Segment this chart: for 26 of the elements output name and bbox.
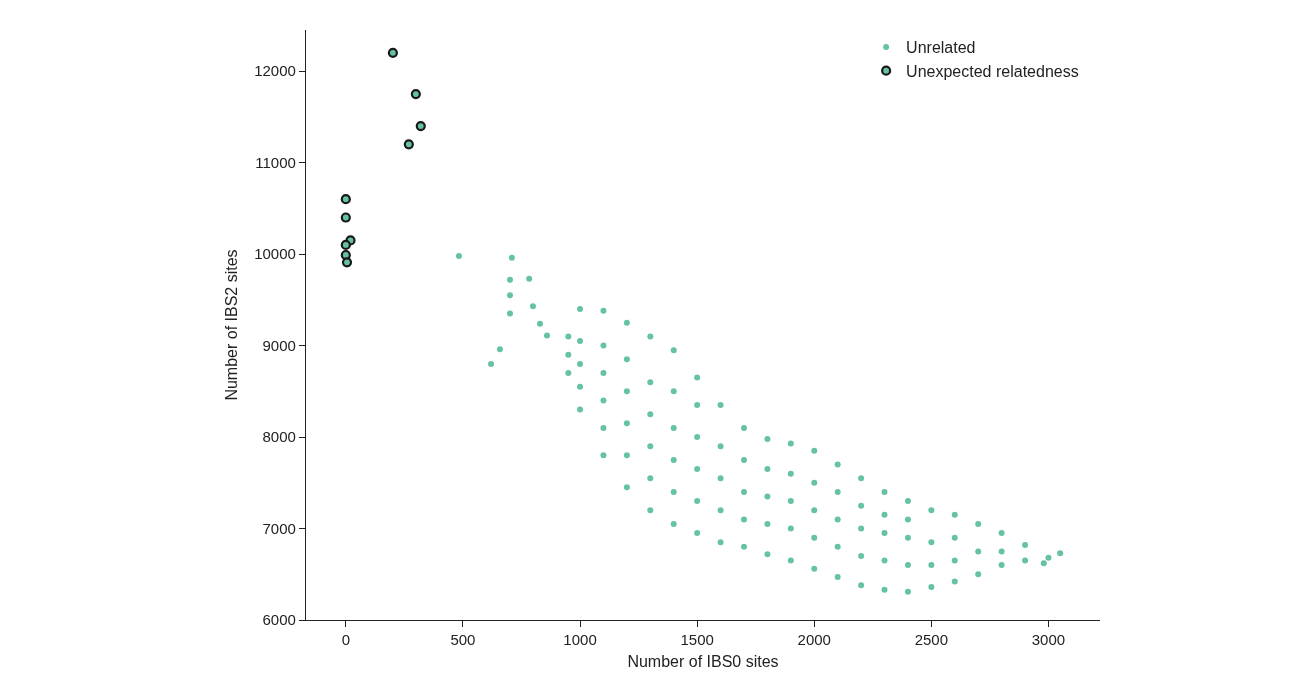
y-tick-label: 9000 (262, 336, 296, 354)
x-tick-label: 0 (341, 631, 350, 649)
y-tick-label: 11000 (255, 153, 296, 171)
y-axis-title: Number of IBS2 sites (223, 249, 241, 401)
x-tick-label: 1000 (563, 631, 597, 649)
x-tick-label: 1500 (680, 631, 714, 649)
y-tick-label: 7000 (262, 519, 296, 537)
point (403, 139, 414, 150)
x-tick-label: 2500 (914, 631, 949, 649)
y-tick-label: 6000 (262, 611, 296, 629)
point (341, 257, 353, 268)
legend-label: Unexpected relatedness (906, 62, 1079, 80)
x-axis-title: Number of IBS0 sites (627, 652, 779, 670)
point (410, 88, 421, 100)
x-tick-label: 3000 (1031, 631, 1066, 649)
x-tick-label: 500 (450, 631, 476, 649)
point (415, 120, 426, 132)
x-tick-label: 2000 (797, 631, 831, 649)
y-tick-label: 8000 (262, 428, 296, 446)
legend-label: Unrelated (906, 39, 976, 57)
point (387, 47, 398, 58)
point (340, 239, 351, 251)
point (340, 194, 351, 205)
y-tick-label: 12000 (254, 62, 296, 80)
y-tick-label: 10000 (254, 245, 296, 263)
point (340, 212, 351, 223)
